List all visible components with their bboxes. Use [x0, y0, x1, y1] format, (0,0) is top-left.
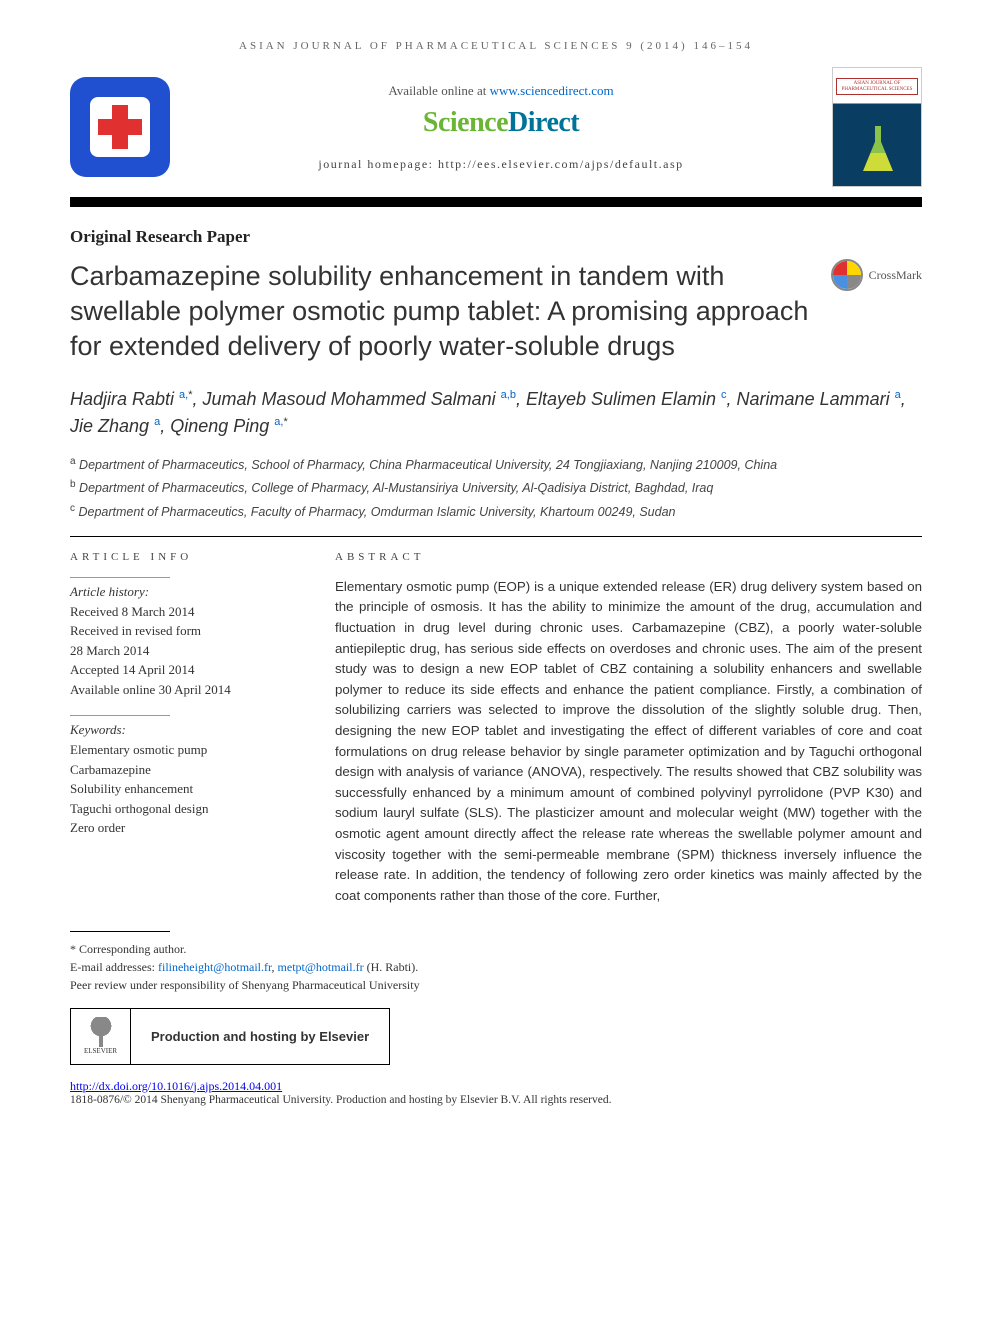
hosting-box: ELSEVIER Production and hosting by Elsev…	[70, 1008, 390, 1065]
tree-icon	[86, 1017, 116, 1047]
cross-icon	[90, 97, 150, 157]
email-link-1[interactable]: filineheight@hotmail.fr	[158, 960, 272, 974]
article-info-heading: article info	[70, 551, 305, 563]
copyright: 1818-0876/© 2014 Shenyang Pharmaceutical…	[70, 1094, 922, 1106]
elsevier-logo: ELSEVIER	[71, 1009, 131, 1064]
divider-rule	[70, 536, 922, 537]
article-title: Carbamazepine solubility enhancement in …	[70, 259, 811, 364]
journal-cover-thumb: ASIAN JOURNAL OF PHARMACEUTICAL SCIENCES	[832, 67, 922, 187]
affiliations: a Department of Pharmaceutics, School of…	[70, 454, 922, 521]
journal-homepage: journal homepage: http://ees.elsevier.co…	[185, 157, 817, 172]
email-link-2[interactable]: metpt@hotmail.fr	[278, 960, 364, 974]
flask-icon	[863, 126, 893, 171]
sciencedirect-link[interactable]: www.sciencedirect.com	[490, 83, 614, 98]
author-list: Hadjira Rabti a,*, Jumah Masoud Mohammed…	[70, 386, 922, 440]
journal-logo	[70, 77, 170, 177]
keywords-block: Keywords: Elementary osmotic pumpCarbama…	[70, 722, 305, 838]
article-history: Article history: Received 8 March 2014Re…	[70, 584, 305, 700]
journal-header-block: Available online at www.sciencedirect.co…	[70, 67, 922, 187]
abstract-heading: abstract	[335, 551, 922, 563]
divider-rule	[70, 577, 170, 578]
doi-link[interactable]: http://dx.doi.org/10.1016/j.ajps.2014.04…	[70, 1079, 282, 1093]
available-online: Available online at www.sciencedirect.co…	[185, 83, 817, 99]
divider-rule	[70, 715, 170, 716]
corresponding-author: * Corresponding author.	[70, 940, 922, 958]
divider-rule	[70, 197, 922, 207]
sciencedirect-logo: ScienceDirect	[185, 107, 817, 139]
email-line: E-mail addresses: filineheight@hotmail.f…	[70, 958, 922, 976]
crossmark-icon	[831, 259, 863, 291]
crossmark-badge[interactable]: CrossMark	[831, 259, 922, 291]
footnotes: * Corresponding author. E-mail addresses…	[70, 940, 922, 994]
peer-review-note: Peer review under responsibility of Shen…	[70, 976, 922, 994]
divider-rule	[70, 931, 170, 932]
abstract-text: Elementary osmotic pump (EOP) is a uniqu…	[335, 577, 922, 907]
running-head: ASIAN JOURNAL OF PHARMACEUTICAL SCIENCES…	[70, 40, 922, 52]
article-type: Original Research Paper	[70, 227, 922, 247]
